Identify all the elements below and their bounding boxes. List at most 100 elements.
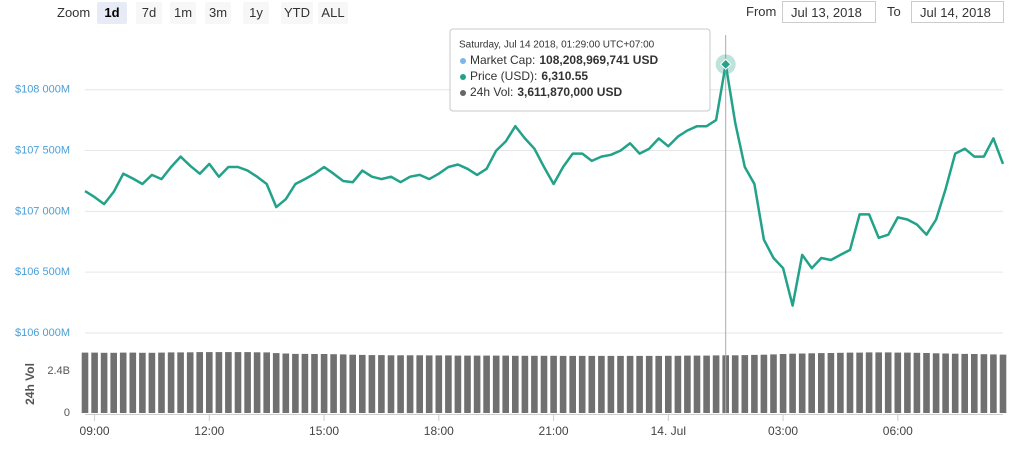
volume-bar bbox=[818, 353, 825, 413]
y-tick-label: $108 000M bbox=[15, 84, 70, 96]
y-tick-label: $107 500M bbox=[15, 144, 70, 156]
volume-bar bbox=[119, 352, 127, 413]
volume-bar bbox=[751, 354, 758, 413]
volume-bar bbox=[770, 354, 777, 413]
volume-bar bbox=[100, 352, 108, 413]
volume-bar bbox=[292, 353, 299, 413]
volume-bar bbox=[731, 355, 739, 414]
volume-bar bbox=[617, 355, 624, 413]
hover-marker bbox=[719, 58, 732, 71]
volume-bar bbox=[559, 355, 567, 413]
y-tick-label: 0 bbox=[64, 407, 70, 419]
volume-bar bbox=[904, 352, 911, 413]
volume-bar bbox=[550, 355, 557, 413]
from-input[interactable]: Jul 13, 2018 bbox=[782, 1, 876, 23]
volume-bar bbox=[177, 352, 184, 413]
volume-bar bbox=[808, 353, 815, 413]
tooltip-item: 24h Vol: 3,611,870,000 USD bbox=[470, 85, 622, 99]
volume-bar bbox=[129, 352, 137, 413]
volume-bar bbox=[359, 354, 366, 413]
y-tick-label: $106 500M bbox=[15, 266, 70, 278]
from-label: From bbox=[746, 4, 777, 19]
zoom-button[interactable]: 7d bbox=[136, 2, 162, 24]
tooltip-value: 3,611,870,000 USD bbox=[517, 85, 622, 99]
y-tick-label: 2.4B bbox=[47, 365, 70, 377]
volume-bar bbox=[272, 353, 280, 413]
volume-bar bbox=[932, 353, 940, 413]
volume-bar bbox=[492, 355, 500, 413]
volume-bar bbox=[263, 352, 270, 413]
x-tick-label: 06:00 bbox=[883, 424, 913, 438]
volume-bar bbox=[913, 352, 921, 413]
zoom-button[interactable]: 1y bbox=[243, 2, 269, 24]
volume-bar bbox=[578, 355, 586, 413]
volume-bar bbox=[951, 353, 959, 413]
volume-bar bbox=[846, 352, 854, 413]
x-tick-label: 18:00 bbox=[424, 424, 454, 438]
volume-bar bbox=[110, 352, 117, 413]
tooltip-value: 6,310.55 bbox=[541, 69, 588, 83]
volume-bar bbox=[712, 355, 720, 413]
x-tick-label: 14. Jul bbox=[651, 424, 686, 438]
volume-bar bbox=[425, 355, 433, 413]
zoom-button[interactable]: 1m bbox=[170, 2, 196, 24]
x-tick-label: 15:00 bbox=[309, 424, 339, 438]
y-axis-label: 24h Vol bbox=[23, 363, 37, 405]
volume-bar bbox=[196, 352, 203, 413]
volume-bar bbox=[540, 355, 548, 413]
volume-bar bbox=[464, 355, 471, 413]
tooltip-bullet bbox=[460, 90, 466, 96]
tooltip-date: Saturday, Jul 14 2018, 01:29:00 UTC+07:0… bbox=[459, 40, 655, 51]
volume-bar bbox=[215, 352, 223, 413]
volume-bar bbox=[837, 352, 844, 413]
volume-bar bbox=[206, 352, 213, 413]
tooltip-item: Price (USD): 6,310.55 bbox=[470, 69, 588, 83]
volume-bar bbox=[789, 353, 796, 413]
volume-bar bbox=[894, 352, 902, 413]
zoom-button[interactable]: 3m bbox=[205, 2, 231, 24]
zoom-button[interactable]: ALL bbox=[318, 2, 348, 24]
volume-bar bbox=[349, 354, 356, 413]
to-input[interactable]: Jul 14, 2018 bbox=[911, 1, 1004, 23]
volume-bar bbox=[884, 352, 892, 413]
volume-bar bbox=[923, 353, 930, 413]
volume-bar bbox=[961, 353, 968, 413]
volume-bar bbox=[636, 355, 643, 413]
volume-bar bbox=[588, 355, 596, 413]
volume-bar bbox=[942, 353, 949, 413]
zoom-button[interactable]: 1d bbox=[97, 2, 127, 24]
volume-bar bbox=[311, 354, 318, 413]
volume-bar bbox=[674, 355, 682, 413]
volume-bar bbox=[779, 354, 787, 413]
to-label: To bbox=[887, 4, 901, 19]
x-tick-label: 09:00 bbox=[80, 424, 110, 438]
tooltip-label: Price (USD): bbox=[470, 69, 537, 83]
tooltip-box bbox=[449, 28, 711, 112]
tooltip-item: Market Cap: 108,208,969,741 USD bbox=[470, 53, 658, 67]
volume-bar bbox=[856, 352, 863, 413]
volume-bar bbox=[598, 355, 605, 413]
x-tick-label: 21:00 bbox=[539, 424, 569, 438]
volume-bar bbox=[827, 353, 835, 413]
volume-bar bbox=[387, 355, 395, 414]
volume-bar bbox=[253, 352, 261, 413]
volume-bar bbox=[91, 352, 98, 413]
volume-bar bbox=[368, 355, 376, 413]
volume-bar bbox=[990, 354, 997, 413]
zoom-button[interactable]: YTD bbox=[281, 2, 313, 24]
volume-bar bbox=[971, 354, 978, 413]
volume-bar bbox=[282, 353, 290, 413]
volume-bar bbox=[225, 352, 232, 413]
volume-bar bbox=[980, 354, 988, 413]
volume-bar bbox=[483, 355, 490, 413]
volume-bar bbox=[406, 355, 414, 414]
volume-bar bbox=[607, 355, 615, 413]
volume-bar bbox=[397, 355, 404, 414]
tooltip: Saturday, Jul 14 2018, 01:29:00 UTC+07:0… bbox=[449, 28, 711, 112]
volume-bar bbox=[148, 352, 156, 413]
market-cap-line bbox=[84, 63, 1005, 307]
x-tick-label: 12:00 bbox=[194, 424, 224, 438]
y-tick-label: $107 000M bbox=[15, 205, 70, 217]
